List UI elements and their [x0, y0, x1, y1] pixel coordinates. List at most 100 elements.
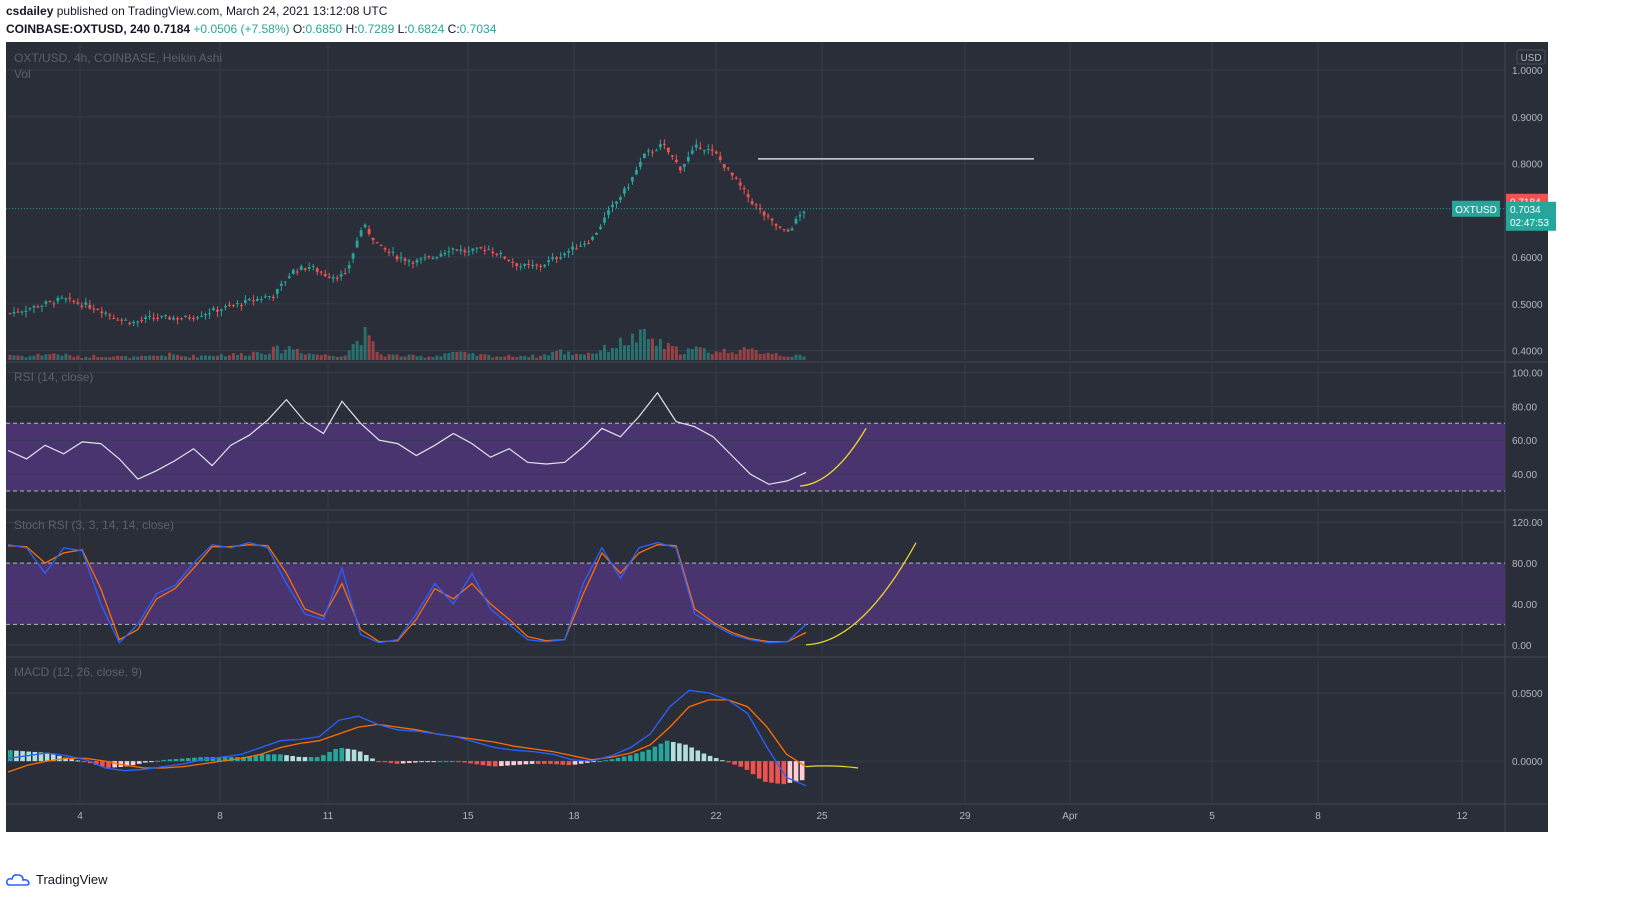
macd-histogram-bar	[388, 761, 394, 764]
volume-bar	[339, 356, 343, 360]
volume-bar	[682, 354, 686, 360]
candle-body	[623, 188, 626, 194]
candle-body	[271, 296, 275, 298]
candle-body	[555, 257, 559, 260]
candle-body	[766, 215, 770, 217]
candle-body	[615, 201, 618, 204]
low-label: L:	[397, 22, 408, 36]
candle-body	[224, 305, 227, 308]
volume-bar	[164, 356, 168, 360]
candle-body	[499, 253, 503, 255]
candle-body	[531, 265, 535, 267]
macd-histogram-bar	[400, 761, 406, 764]
macd-histogram-bar	[179, 758, 185, 762]
candle-body	[635, 169, 638, 175]
volume-bar	[204, 355, 208, 360]
volume-bar	[343, 355, 347, 360]
volume-bar	[88, 357, 92, 360]
candle-body	[283, 281, 287, 283]
candle-body	[479, 247, 483, 249]
candle-body	[200, 316, 203, 318]
volume-bar	[539, 355, 543, 360]
volume-bar	[12, 355, 16, 360]
volume-bar	[323, 354, 327, 360]
y-tick-label: 120.00	[1512, 518, 1543, 529]
candle-body	[180, 318, 183, 320]
stoch-k-line	[7, 541, 807, 644]
candle-body	[551, 257, 555, 259]
candle-body	[355, 240, 359, 248]
macd-histogram-bar	[81, 761, 87, 763]
volume-bar	[176, 355, 180, 360]
candle-body	[287, 276, 291, 279]
volume-bar	[231, 353, 235, 360]
volume-bar	[591, 353, 595, 360]
candle-body	[331, 277, 335, 279]
author-name[interactable]: csdailey	[6, 4, 54, 18]
volume-bar	[487, 354, 491, 360]
candle-body	[88, 304, 92, 309]
candle-body	[168, 317, 171, 320]
chart-canvas[interactable]: 4 8 11 15 18 22 25 29 Apr 5 8 12 1.0000 0.9000 0.8000 0…	[0, 42, 1627, 870]
volume-bar	[156, 355, 160, 360]
volume-bar	[211, 356, 215, 360]
ohlc-header: COINBASE:OXTUSD, 240 0.7184 +0.0506 (+7.…	[6, 22, 496, 36]
x-tick-label: 4	[77, 811, 83, 822]
volume-bar	[271, 346, 275, 360]
volume-bar	[638, 329, 642, 360]
candle-body	[307, 267, 311, 269]
macd-histogram-bar	[106, 761, 111, 768]
candle-body	[24, 310, 28, 313]
volume-bar	[475, 355, 479, 360]
volume-bar	[595, 353, 599, 360]
volume-bar	[519, 355, 523, 360]
candle-body	[547, 260, 551, 263]
candle-body	[32, 305, 36, 308]
candle-body	[515, 263, 519, 266]
volume-bar	[666, 342, 670, 360]
volume-bar	[630, 333, 634, 360]
candle-body	[662, 143, 666, 145]
candle-body	[654, 150, 658, 152]
open-value: 0.6850	[305, 22, 343, 36]
candle-body	[714, 151, 718, 154]
y-tick-label: 80.00	[1512, 402, 1537, 413]
volume-bar	[606, 352, 610, 360]
macd-histogram-bar	[548, 761, 553, 764]
macd-histogram-bar	[38, 752, 44, 762]
volume-bar	[375, 351, 379, 360]
volume-bar	[750, 348, 754, 360]
macd-histogram-bar	[603, 760, 609, 762]
candle-body	[543, 264, 547, 267]
volume-bar	[180, 356, 184, 360]
candle-body	[758, 207, 762, 210]
macd-histogram-bar	[112, 761, 117, 768]
volume-bar	[307, 353, 311, 360]
macd-histogram-bar	[732, 761, 737, 765]
volume-bar	[64, 353, 68, 360]
macd-histogram-bar	[333, 749, 338, 762]
volume-bar	[108, 357, 112, 360]
volume-bar	[459, 351, 463, 360]
volume-bar	[355, 340, 359, 360]
candle-body	[395, 256, 399, 260]
macd-histogram-bar	[228, 757, 234, 762]
candle-body	[60, 297, 64, 299]
volume-bar	[447, 353, 451, 360]
volume-bar	[403, 356, 407, 360]
candle-body	[192, 318, 195, 320]
candle-body	[519, 266, 523, 268]
candle-body	[212, 308, 215, 311]
x-tick-label: 8	[217, 811, 223, 822]
macd-histogram-bar	[683, 744, 688, 762]
volume-bar	[255, 351, 259, 360]
volume-bar	[371, 341, 375, 360]
volume-bar	[327, 355, 331, 360]
volume-bar	[467, 353, 471, 360]
volume-bar	[411, 354, 415, 360]
volume-legend-title: Vol	[14, 67, 31, 81]
rsi-legend-title: RSI (14, close)	[14, 370, 93, 384]
macd-histogram-bar	[707, 755, 713, 762]
candle-body	[379, 244, 383, 246]
candle-body	[120, 319, 124, 321]
